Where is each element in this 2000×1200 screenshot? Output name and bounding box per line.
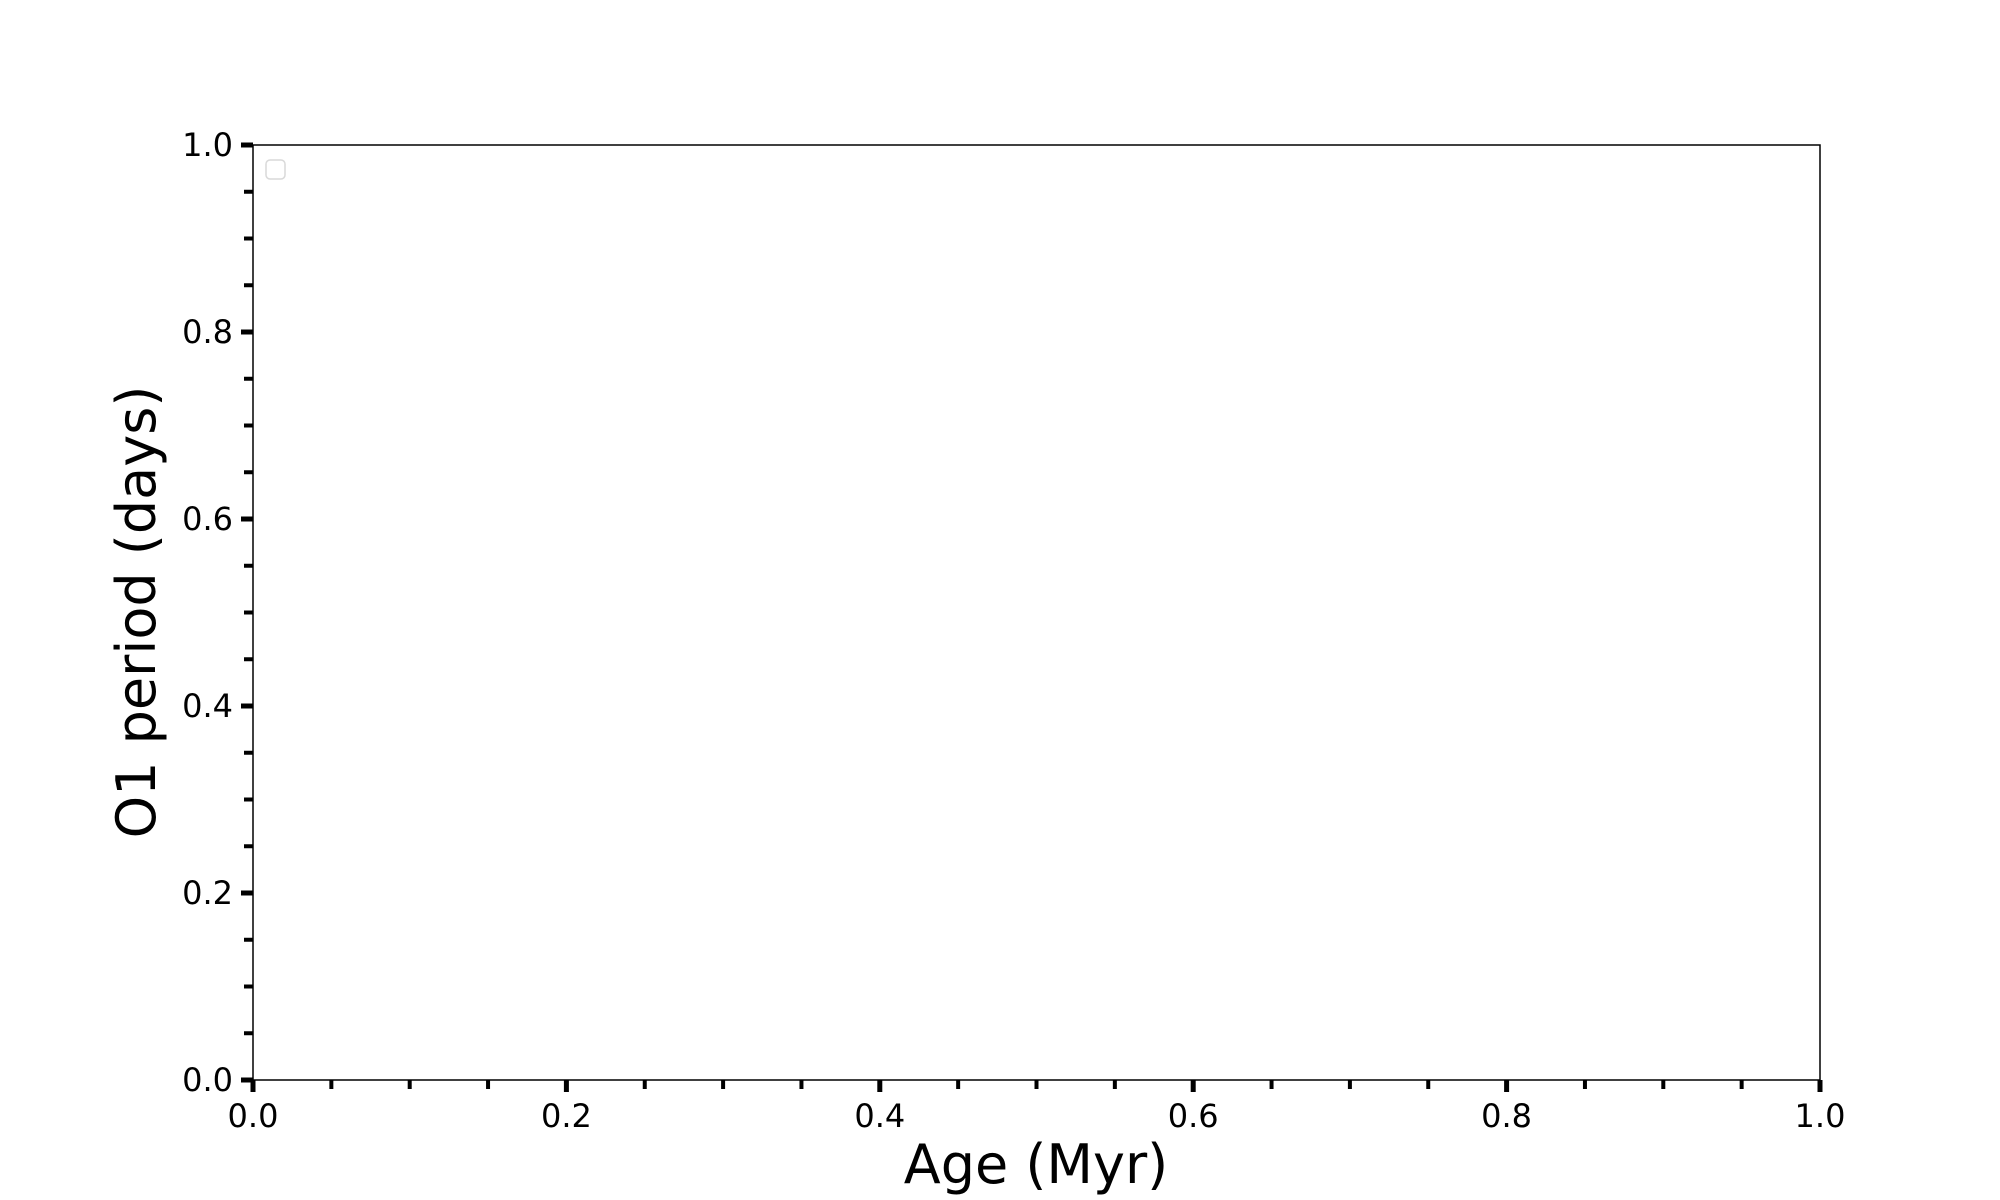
x-tick-label: 1.0 [1795,1097,1846,1135]
plot-area [252,144,1821,1081]
y-tick-label: 0.4 [182,687,233,725]
x-tick-label: 0.6 [1168,1097,1219,1135]
ticks: 0.0 0.2 0.4 0.6 0.8 1.0 0.0 0.2 0.4 0.6 0.8 1.0 [182,126,1845,1135]
x-tick-label: 0.0 [228,1097,279,1135]
legend-box [265,159,286,180]
y-tick-label: 1.0 [182,126,233,164]
y-tick-label: 0.6 [182,500,233,538]
y-tick-label: 0.0 [182,1061,233,1099]
x-tick-label: 0.8 [1481,1097,1532,1135]
x-tick-label: 0.4 [854,1097,905,1135]
x-axis-label: Age (Myr) [904,1133,1169,1196]
y-tick-label: 0.8 [182,313,233,351]
x-tick-label: 0.2 [541,1097,592,1135]
y-tick-label: 0.2 [182,874,233,912]
y-axis-label: O1 period (days) [105,386,168,839]
